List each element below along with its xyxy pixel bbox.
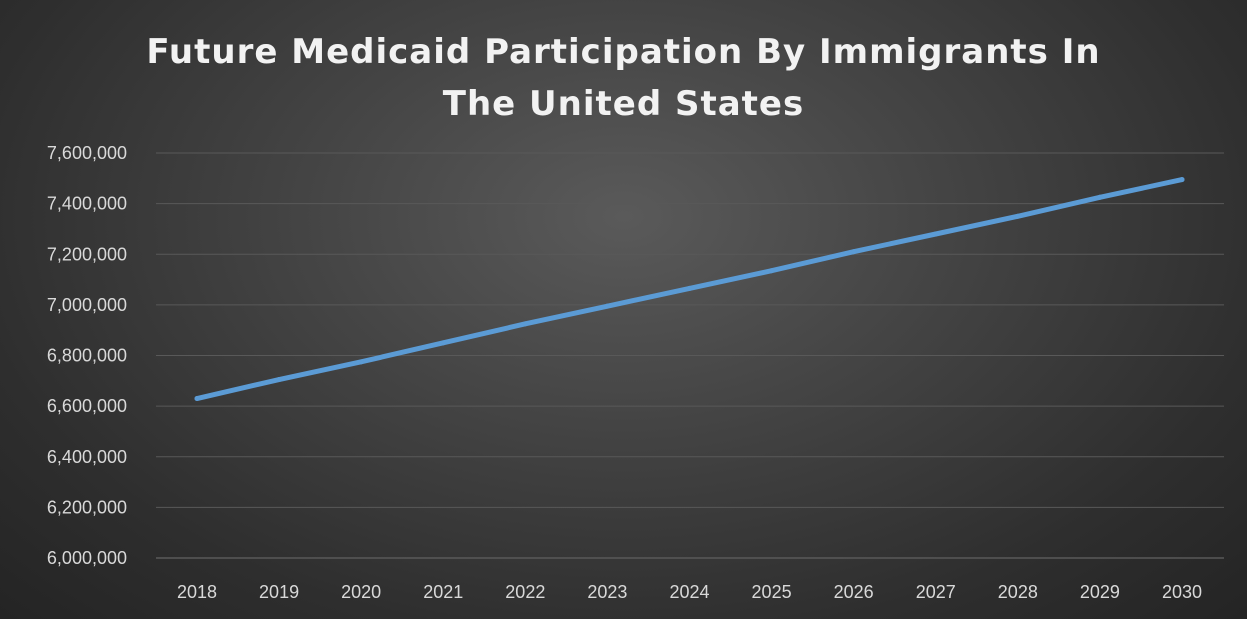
data-point bbox=[194, 396, 200, 402]
y-tick-label: 7,400,000 bbox=[47, 194, 127, 214]
data-point bbox=[440, 340, 446, 346]
data-point bbox=[276, 377, 282, 383]
data-point bbox=[604, 303, 610, 309]
x-tick-label: 2020 bbox=[341, 582, 381, 602]
x-tick-label: 2019 bbox=[259, 582, 299, 602]
y-axis-tick-labels: 6,000,000 6,200,000 6,400,000 6,600,000 6,80… bbox=[47, 143, 127, 568]
data-point bbox=[1179, 177, 1185, 183]
x-tick-label: 2021 bbox=[423, 582, 463, 602]
chart-title: Future Medicaid Participation By Immigra… bbox=[0, 26, 1247, 130]
x-tick-label: 2025 bbox=[752, 582, 792, 602]
x-tick-label: 2030 bbox=[1162, 582, 1202, 602]
y-tick-label: 7,000,000 bbox=[47, 295, 127, 315]
x-tick-label: 2023 bbox=[587, 582, 627, 602]
x-tick-label: 2024 bbox=[669, 582, 709, 602]
data-point bbox=[687, 285, 692, 291]
data-point bbox=[358, 359, 364, 365]
x-tick-label: 2027 bbox=[916, 582, 956, 602]
y-tick-label: 6,600,000 bbox=[47, 396, 127, 416]
x-tick-label: 2022 bbox=[505, 582, 545, 602]
data-point bbox=[1097, 194, 1103, 200]
x-tick-label: 2028 bbox=[998, 582, 1038, 602]
chart-title-line-1: Future Medicaid Participation By Immigra… bbox=[146, 32, 1101, 72]
series-layer bbox=[194, 177, 1185, 402]
data-point bbox=[933, 231, 939, 237]
data-point bbox=[1015, 213, 1021, 219]
y-tick-label: 6,800,000 bbox=[47, 346, 127, 366]
data-point bbox=[851, 249, 857, 255]
gridlines bbox=[156, 152, 1224, 559]
x-axis-tick-labels: 2018 2019 2020 2021 2022 2023 2024 2025 2026 2027… bbox=[177, 582, 1202, 602]
y-tick-label: 6,400,000 bbox=[47, 447, 127, 467]
y-tick-label: 7,600,000 bbox=[47, 143, 127, 163]
x-tick-label: 2018 bbox=[177, 582, 217, 602]
y-tick-label: 6,000,000 bbox=[47, 548, 127, 568]
x-tick-label: 2029 bbox=[1080, 582, 1120, 602]
data-point bbox=[522, 321, 528, 327]
x-tick-label: 2026 bbox=[834, 582, 874, 602]
y-tick-label: 7,200,000 bbox=[47, 244, 127, 264]
chart-title-line-2: The United States bbox=[442, 84, 805, 124]
y-tick-label: 6,200,000 bbox=[47, 497, 127, 517]
data-point bbox=[769, 268, 775, 274]
